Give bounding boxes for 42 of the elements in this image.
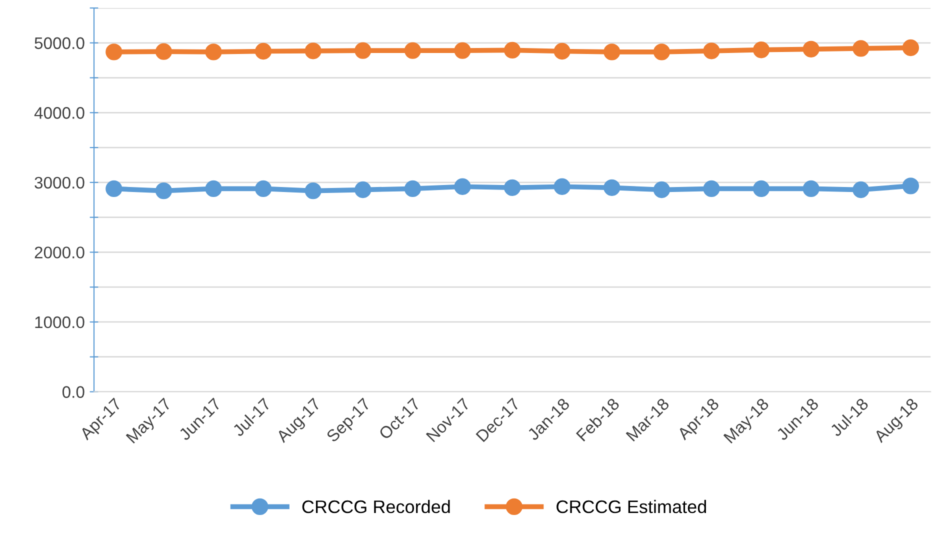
point [205,180,222,198]
point [902,39,920,56]
point [106,44,122,60]
point [155,182,172,200]
point [802,180,820,198]
point [554,42,570,60]
point [254,42,272,60]
point [554,178,570,195]
point [852,181,870,198]
point [354,42,372,59]
point [703,42,720,60]
legend-label: CRCCG Estimated [556,500,706,514]
point [852,40,870,57]
point [404,180,422,198]
y-tick-label: 3000.0 [34,176,84,189]
point [604,179,620,196]
point [304,182,322,200]
point [653,44,670,60]
point [504,42,521,59]
point [504,179,521,196]
y-tick-label: 1000.0 [35,316,84,328]
point [902,178,920,194]
point [703,180,720,198]
point [454,178,471,195]
point [802,40,820,58]
point [604,44,620,60]
y-tick-label: 2000.0 [34,246,84,258]
legend-label: CRCCG Recorded [302,500,450,514]
point [404,42,422,59]
point [454,42,471,59]
y-tick-label: 4000.0 [34,107,84,119]
point [254,180,272,198]
point [752,42,770,58]
point [653,181,670,198]
point [205,44,222,60]
point [155,43,172,60]
y-tick-label: 0.0 [62,386,84,398]
point [304,42,322,60]
point [106,180,122,198]
point [354,181,372,198]
point [752,180,770,198]
y-tick-label: 5000.0 [34,37,84,50]
